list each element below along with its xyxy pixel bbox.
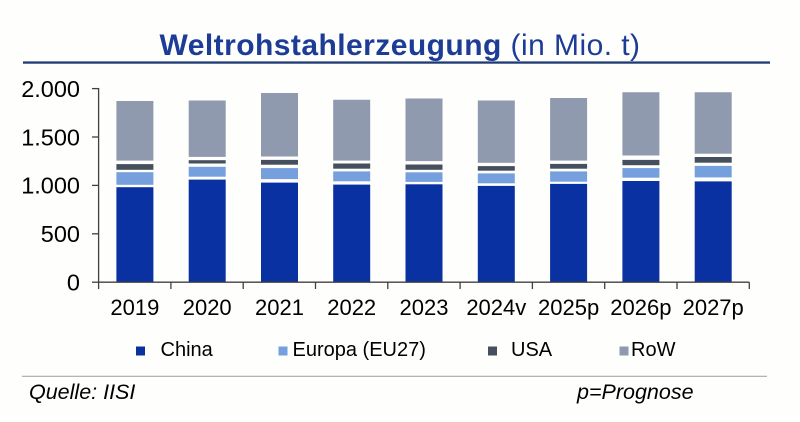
svg-text:2021: 2021	[255, 295, 304, 320]
svg-text:Quelle: IISI: Quelle: IISI	[29, 380, 135, 404]
svg-text:2019: 2019	[110, 295, 159, 320]
svg-text:Europa (EU27): Europa (EU27)	[293, 339, 426, 361]
svg-text:2022: 2022	[327, 295, 376, 320]
svg-text:China: China	[161, 339, 214, 361]
svg-text:2023: 2023	[400, 295, 449, 320]
svg-text:0: 0	[67, 270, 80, 296]
svg-text:1.500: 1.500	[21, 124, 80, 150]
svg-text:2026p: 2026p	[610, 295, 671, 320]
svg-text:1.000: 1.000	[21, 173, 80, 199]
svg-text:2.000: 2.000	[21, 76, 80, 102]
svg-text:p=Prognose: p=Prognose	[576, 380, 694, 404]
svg-text:2024v: 2024v	[466, 295, 526, 320]
svg-text:2025p: 2025p	[538, 295, 599, 320]
svg-text:USA: USA	[511, 339, 553, 361]
svg-text:500: 500	[41, 221, 80, 247]
svg-text:Weltrohstahlerzeugung (in Mio.: Weltrohstahlerzeugung (in Mio. t)	[160, 29, 641, 62]
svg-text:RoW: RoW	[631, 339, 676, 361]
svg-text:2020: 2020	[183, 295, 232, 320]
svg-text:2027p: 2027p	[683, 295, 744, 320]
